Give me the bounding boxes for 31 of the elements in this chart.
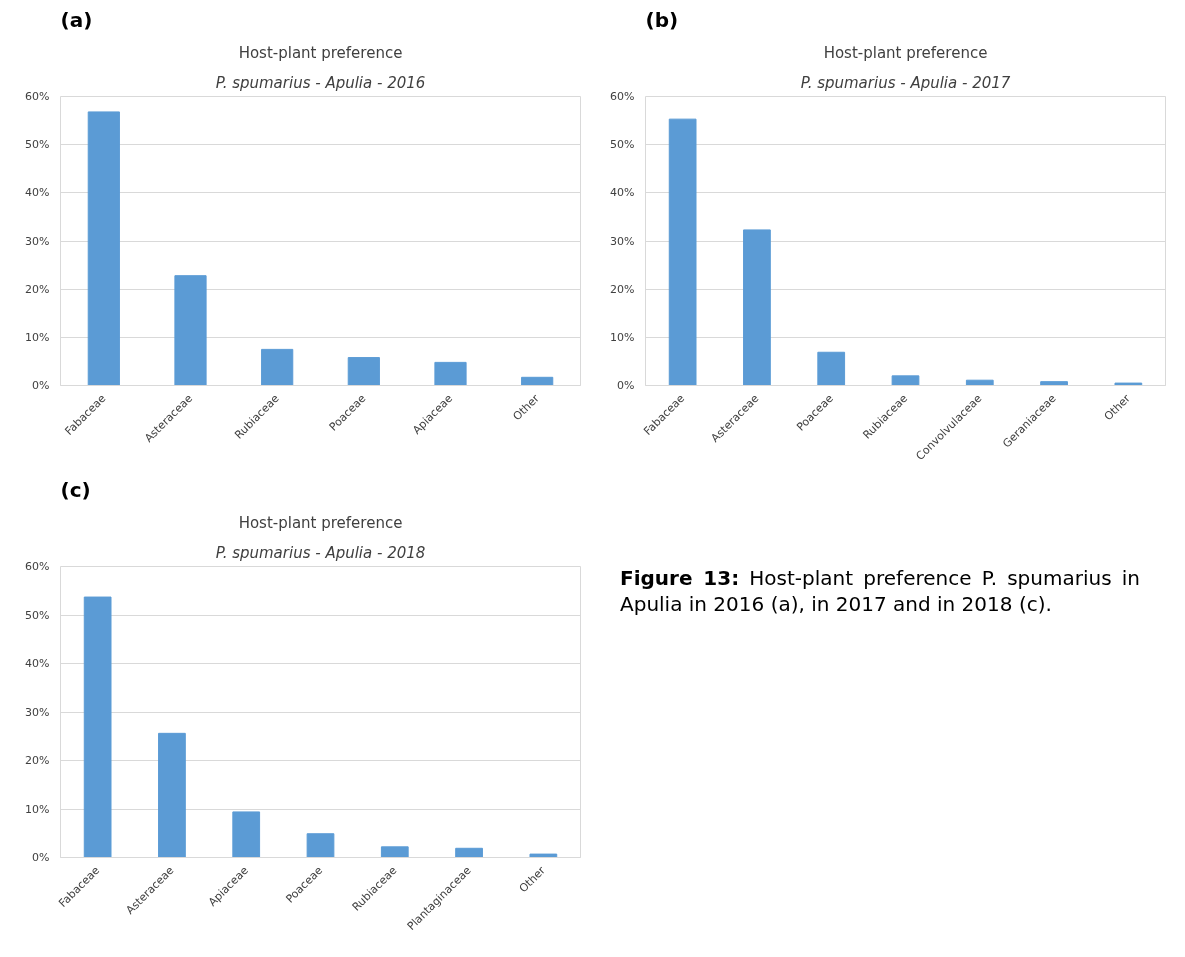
- text: (a): [60, 7, 93, 32]
- y-tick-label: 0%: [32, 379, 50, 392]
- caption: Figure 13:: [620, 566, 740, 590]
- chart-subtitle: P. spumarius - Apulia - 2016: [215, 73, 426, 92]
- chart-title: Host-plant preference: [823, 43, 988, 62]
- y-tick-label: 10%: [610, 330, 635, 344]
- y-tick-label: 50%: [610, 138, 635, 152]
- y-tick-label: 30%: [25, 705, 50, 719]
- chart-subtitle: P. spumarius - Apulia - 2017: [800, 73, 1011, 92]
- y-tick-label: 60%: [610, 90, 635, 103]
- y-tick-label: 50%: [25, 138, 50, 152]
- y-tick-label: 60%: [25, 560, 50, 573]
- y-tick-label: 40%: [25, 657, 50, 670]
- y-tick-label: 20%: [610, 282, 635, 296]
- y-tick-label: 0%: [32, 851, 50, 864]
- text: (c): [60, 477, 91, 502]
- y-tick-label: 0%: [617, 379, 635, 392]
- y-tick-label: 20%: [25, 282, 50, 296]
- y-tick-label: 20%: [25, 754, 50, 767]
- y-tick-label: 10%: [25, 330, 50, 344]
- y-tick-label: 60%: [25, 90, 50, 103]
- y-tick-label: 40%: [25, 186, 50, 200]
- y-tick-label: 10%: [25, 802, 50, 816]
- y-tick-label: 50%: [25, 608, 50, 622]
- chart-title: Host-plant preference: [238, 43, 403, 62]
- chart-title: Host-plant preference: [238, 513, 403, 532]
- text: (b): [645, 7, 679, 32]
- y-tick-label: 40%: [610, 186, 635, 200]
- chart-subtitle: P. spumarius - Apulia - 2018: [215, 543, 426, 562]
- y-tick-label: 30%: [610, 234, 635, 248]
- y-tick-label: 30%: [25, 234, 50, 248]
